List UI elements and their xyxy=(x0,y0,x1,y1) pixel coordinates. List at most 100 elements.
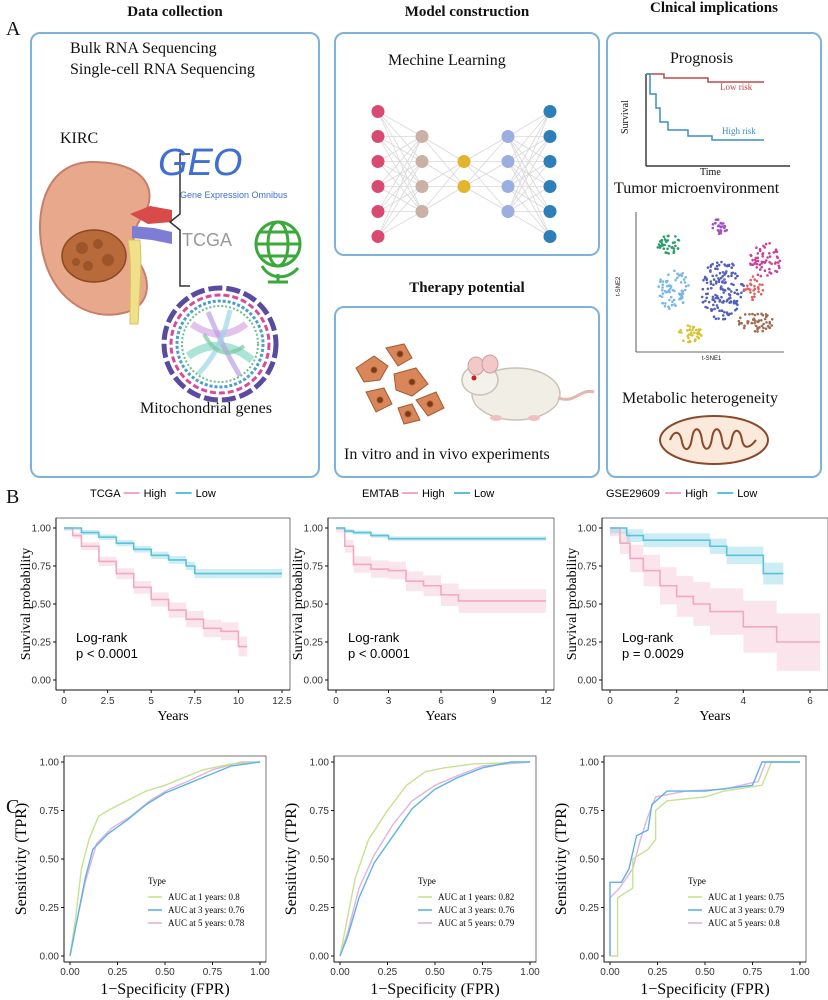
roc-x-tick-label: 0.50 xyxy=(695,967,715,978)
tsne-point xyxy=(764,327,768,331)
roc-curve-1y xyxy=(69,761,261,957)
tsne-point xyxy=(723,281,726,285)
nn-edge xyxy=(507,111,551,212)
tsne-point xyxy=(673,269,676,273)
km-logrank-label: Log-rank xyxy=(348,630,400,645)
km-x-tick-label: 6 xyxy=(807,696,813,707)
nn-node xyxy=(501,130,515,143)
tsne-point xyxy=(659,244,662,248)
tsne-point xyxy=(761,252,765,255)
nn-edge xyxy=(463,136,509,187)
roc-y-tick-label: 1.00 xyxy=(580,758,600,769)
tsne-point xyxy=(756,330,759,333)
tsne-point xyxy=(721,271,725,274)
time-axis-label: Time xyxy=(700,167,721,178)
tsne-point xyxy=(674,244,677,248)
tsne-point xyxy=(714,317,718,321)
tsne-point xyxy=(714,221,717,225)
roc-y-tick-label: 0.50 xyxy=(40,855,60,866)
nn-edge xyxy=(377,111,423,137)
km-plot-2: 0.00 0.25 0.50 0.75 1.00 0 3 6 9 12 Years Survival … xyxy=(291,488,555,724)
km-x-tick-label: 6 xyxy=(438,696,444,707)
tsne-point xyxy=(757,319,761,322)
nn-edge xyxy=(377,136,423,237)
panel-label-b: B xyxy=(6,486,20,508)
tsne-point xyxy=(764,313,768,316)
tsne-point xyxy=(666,239,670,242)
roc-curve-3y xyxy=(69,761,261,957)
tsne-point xyxy=(716,218,720,221)
tsne-point xyxy=(664,280,668,283)
tsne-point xyxy=(661,280,665,283)
model-construction-title: Model construction xyxy=(404,4,530,20)
nn-node xyxy=(371,155,385,168)
tme-text: Tumor microenvironment xyxy=(614,180,780,197)
tsne-point xyxy=(755,279,759,283)
tsne-point xyxy=(697,330,700,334)
tsne-point xyxy=(746,284,749,287)
tsne-point xyxy=(719,276,723,280)
tsne-point xyxy=(742,288,746,291)
therapy-caption: In vitro and in vivo experiments xyxy=(344,446,550,463)
km-x-tick-label: 12 xyxy=(540,696,552,707)
roc-legend-auc3: AUC at 3 years: 0.76 xyxy=(168,905,245,915)
tsne-point xyxy=(766,256,769,259)
tsne-point xyxy=(687,336,690,340)
km-y-tick-label: 1.00 xyxy=(32,524,52,535)
km-legend-high: High xyxy=(422,488,445,500)
roc-x-tick-label: 0.25 xyxy=(648,967,668,978)
roc-y-tick-label: 0.25 xyxy=(310,903,330,914)
tsne2-label: t-SNE2 xyxy=(616,276,622,296)
km-curve-low xyxy=(64,527,282,575)
tsne-point xyxy=(681,272,684,275)
tsne-point xyxy=(725,300,728,303)
tsne-point xyxy=(673,241,676,244)
tsne-point xyxy=(737,323,741,326)
tsne-point xyxy=(719,287,723,291)
tsne-point xyxy=(734,277,737,280)
tsne-point xyxy=(663,243,666,247)
tsne-point xyxy=(698,333,702,336)
tcga-globe-icon xyxy=(254,220,302,284)
nn-edge xyxy=(507,161,551,212)
tsne-point xyxy=(755,246,758,249)
tsne-point xyxy=(749,291,752,294)
roc-plot-1: 0.000.00 0.25 0.25 0.50 0.50 0.75 0.75 1.00 1.00… xyxy=(13,755,270,998)
km-y-tick-label: 0.25 xyxy=(578,638,598,649)
km-curve-high xyxy=(610,527,820,643)
nn-node xyxy=(543,105,557,118)
km-legend-title: GSE29609 xyxy=(606,488,660,500)
tsne-point xyxy=(709,269,712,272)
tsne-point xyxy=(678,297,681,301)
tsne-point xyxy=(723,229,727,233)
tsne-point xyxy=(714,296,718,300)
tsne-point xyxy=(709,308,713,311)
km-legend-low: Low xyxy=(737,488,757,500)
tsne-point xyxy=(756,256,760,260)
tsne-point xyxy=(764,259,768,262)
tsne-point xyxy=(732,283,735,287)
tsne-point xyxy=(776,261,780,264)
tsne-point xyxy=(758,249,762,253)
tsne-point xyxy=(667,244,671,248)
tsne-scatter xyxy=(656,218,782,344)
tsne-point xyxy=(661,283,664,287)
nn-node xyxy=(457,155,471,168)
km-x-tick-label: 9 xyxy=(491,696,497,707)
tsne-point xyxy=(715,264,719,268)
tsne-point xyxy=(701,287,705,291)
tsne-point xyxy=(720,295,723,299)
tsne-point xyxy=(716,261,719,264)
tsne-point xyxy=(667,305,670,309)
tsne-point xyxy=(754,324,758,328)
tsne-point xyxy=(770,324,773,327)
tsne-point xyxy=(659,278,662,281)
tsne-point xyxy=(748,313,751,316)
km-logrank-label: Log-rank xyxy=(622,630,674,645)
high-risk-label: High risk xyxy=(722,126,756,136)
tsne-point xyxy=(679,328,682,332)
tsne-point xyxy=(762,322,765,326)
tsne-point xyxy=(736,274,739,278)
km-y-axis-label: Survival probability xyxy=(291,548,306,660)
tsne-point xyxy=(758,283,761,286)
